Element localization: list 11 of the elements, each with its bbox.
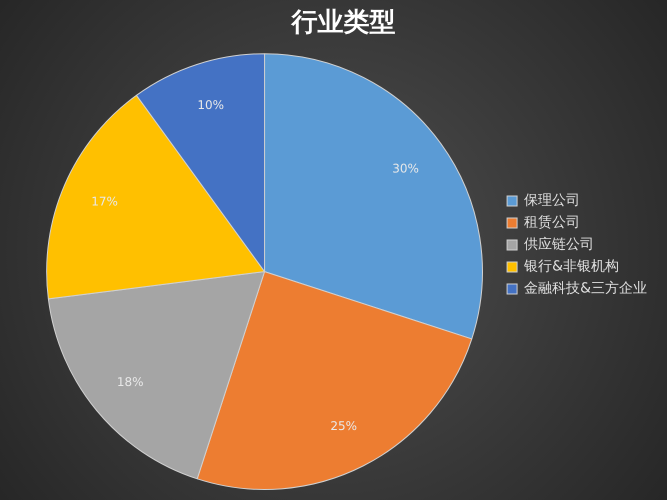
data-label: 17% — [91, 194, 118, 208]
data-label: 18% — [116, 374, 144, 389]
legend-label: 保理公司 — [524, 192, 580, 209]
data-label: 10% — [197, 98, 224, 112]
chart-title: 行业类型 — [290, 7, 396, 38]
data-label: 25% — [330, 419, 358, 434]
data-label: 30% — [392, 161, 419, 176]
legend-label: 租赁公司 — [524, 214, 580, 231]
legend-label: 银行&非银机构 — [523, 258, 620, 275]
legend-label: 供应链公司 — [524, 236, 594, 253]
legend-label: 金融科技&三方企业 — [524, 280, 648, 297]
